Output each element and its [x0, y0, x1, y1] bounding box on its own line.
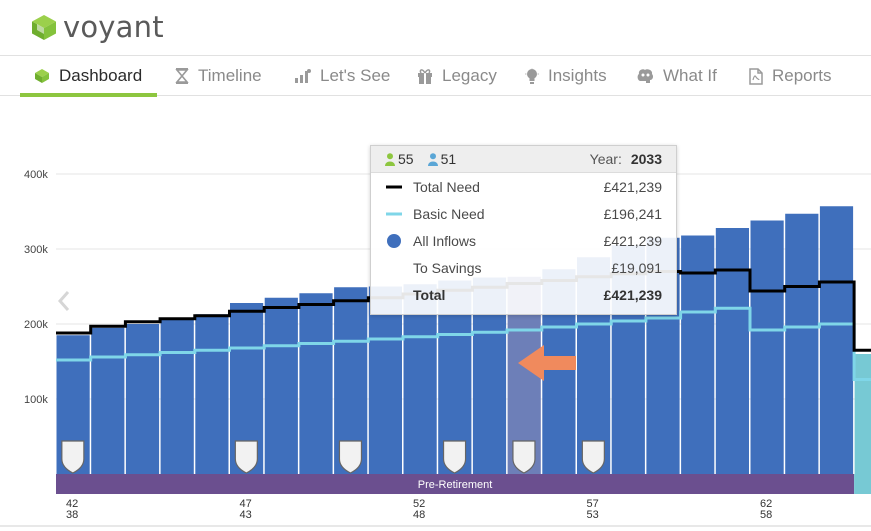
x-tick-label: 48 [413, 509, 425, 521]
voyant-cube-icon [32, 15, 56, 40]
person-icon [385, 152, 395, 166]
cashflow-chart[interactable]: 400k 300k 200k 100k Pre-Retirement 42 38 47 43 52… [0, 97, 871, 531]
tab-timeline[interactable]: Timeline [161, 56, 274, 96]
year-label: Year: [589, 151, 622, 167]
tab-legacy[interactable]: Legacy [403, 56, 509, 96]
tab-insights[interactable]: Insights [511, 56, 619, 96]
inflow-bar [854, 354, 871, 474]
tab-dashboard[interactable]: Dashboard [20, 56, 157, 97]
phase-band [56, 474, 855, 494]
x-tick-label: 52 [413, 498, 425, 510]
y-tick-label: 400k [24, 169, 48, 181]
chevron-left-icon[interactable] [53, 287, 75, 315]
tab-lets-see[interactable]: Let's See [281, 56, 402, 96]
pdf-file-icon [749, 67, 763, 85]
legend-line-black [385, 181, 403, 193]
inflow-bar [368, 286, 402, 474]
milestone-shield-icon [234, 440, 258, 474]
phase-label: Pre-Retirement [418, 479, 493, 491]
inflow-bar [819, 206, 854, 474]
inflow-bar [750, 220, 784, 474]
tab-label: Timeline [198, 66, 262, 85]
inflow-bar [715, 228, 749, 474]
main-nav: Dashboard Timeline Let's See Legacy Insi… [0, 55, 871, 97]
brain-icon [637, 68, 654, 84]
tab-reports[interactable]: Reports [735, 56, 844, 96]
bar-chart-icon [295, 69, 311, 83]
x-tick-label: 43 [240, 509, 252, 521]
tooltip-row-total: Total £421,239 [413, 286, 662, 303]
tooltip-row-total-need: Total Need £421,239 [371, 173, 676, 200]
person-icon [427, 152, 438, 166]
legend-dot-blue [385, 233, 403, 248]
x-tick-label: 47 [240, 498, 252, 510]
milestone-shield-icon [61, 440, 85, 474]
tooltip-header: 55 51 Year: 2033 [371, 146, 676, 173]
tooltip-row-basic-need: Basic Need £196,241 [371, 200, 676, 227]
tab-label: Legacy [442, 66, 497, 85]
milestone-shield-icon [338, 440, 363, 474]
milestone-shield-icon [442, 440, 467, 474]
arrow-left-icon [518, 343, 578, 388]
tab-label: What If [663, 66, 717, 85]
tooltip-row-all-inflows: All Inflows £421,239 [371, 227, 676, 254]
x-tick-label: 53 [587, 509, 599, 521]
milestone-shield-icon [512, 440, 536, 474]
cube-icon [34, 68, 50, 84]
x-tick-label: 57 [587, 498, 599, 510]
y-tick-label: 300k [24, 244, 48, 256]
tab-label: Let's See [320, 66, 391, 85]
tab-label: Dashboard [59, 66, 143, 85]
tab-label: Reports [772, 66, 832, 85]
tab-what-if[interactable]: What If [623, 56, 729, 96]
legend-line-cyan [385, 208, 403, 220]
y-tick-label: 100k [24, 394, 48, 406]
person1-age: 55 [385, 151, 422, 167]
inflow-bar [299, 293, 333, 474]
lightbulb-icon [525, 67, 539, 85]
inflow-bar [195, 314, 229, 474]
y-tick-label: 200k [24, 319, 48, 331]
x-tick-label: 38 [66, 509, 78, 521]
inflow-bar [785, 213, 819, 474]
inflow-bar [160, 318, 194, 474]
x-tick-label: 58 [760, 509, 772, 521]
basic-need-line [56, 306, 871, 381]
person2-age: 51 [427, 151, 465, 167]
chart-tooltip: 55 51 Year: 2033 Total Need £421,239 Bas… [370, 145, 677, 315]
inflow-bar [91, 327, 125, 474]
milestone-shield-icon [581, 440, 605, 474]
voyant-logo[interactable]: voyant [29, 11, 164, 43]
inflow-bar [125, 324, 160, 474]
inflow-bar [403, 284, 437, 474]
x-tick-label: 62 [760, 498, 772, 510]
hourglass-icon [175, 68, 189, 84]
brand-name: voyant [63, 10, 164, 44]
tooltip-row-to-savings: To Savings £19,091 [413, 259, 662, 276]
x-tick-label: 42 [66, 498, 78, 510]
inflow-bar [681, 235, 715, 474]
gift-icon [417, 68, 433, 84]
app-header: voyant [0, 0, 871, 55]
tab-label: Insights [548, 66, 607, 85]
inflow-bar [264, 297, 298, 474]
phase-band-next [854, 474, 871, 494]
year-value: 2033 [630, 151, 662, 167]
